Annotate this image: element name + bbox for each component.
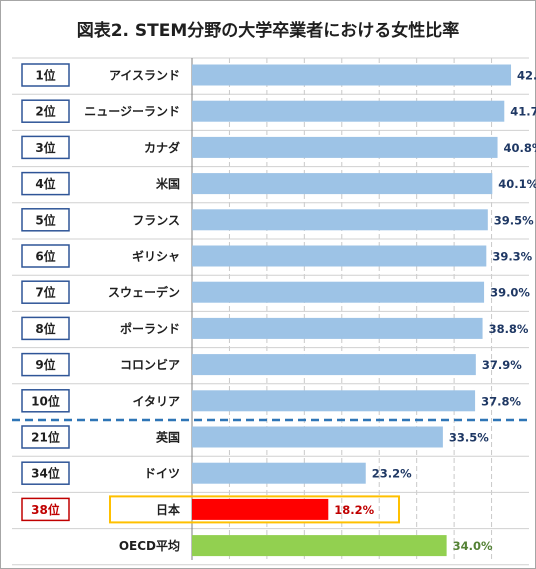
chart-title: 図表2. STEM分野の大学卒業者における女性比率 xyxy=(76,21,460,41)
rank-label: 5位 xyxy=(35,212,55,227)
rank-label: 9位 xyxy=(35,357,55,372)
value-label: 42.6% xyxy=(517,69,536,83)
rank-label: 38位 xyxy=(31,502,60,517)
rank-box xyxy=(21,63,70,87)
bar xyxy=(192,498,329,520)
bar xyxy=(192,390,476,412)
rank-label: 10位 xyxy=(31,393,60,408)
rank-label: 34位 xyxy=(31,466,60,481)
value-label: 37.8% xyxy=(481,394,521,408)
rank-label: 3位 xyxy=(35,140,55,155)
value-label: 34.0% xyxy=(453,539,493,553)
rank-label: 4位 xyxy=(35,176,55,191)
bar xyxy=(192,535,447,557)
highlight-outline xyxy=(109,495,400,524)
rank-label: 1位 xyxy=(35,68,55,83)
category-label: ドイツ xyxy=(144,467,180,481)
rank-box xyxy=(21,171,70,196)
value-label: 41.7% xyxy=(510,105,536,119)
category-label: OECD平均 xyxy=(119,538,180,553)
value-label: 40.1% xyxy=(498,177,536,191)
bar xyxy=(192,426,443,448)
rank-box xyxy=(21,99,70,123)
value-label: 39.5% xyxy=(494,213,534,227)
bar xyxy=(192,173,493,195)
bar xyxy=(192,245,487,267)
value-label: 37.9% xyxy=(482,358,522,372)
value-label: 39.3% xyxy=(492,250,532,264)
rank-box xyxy=(21,135,70,160)
bar xyxy=(192,136,498,158)
rank-label: 2位 xyxy=(35,104,55,119)
category-label: 日本 xyxy=(156,502,180,517)
category-label: ギリシャ xyxy=(132,249,180,264)
bar xyxy=(192,64,512,86)
category-label: フランス xyxy=(132,213,180,227)
bar xyxy=(192,281,485,303)
bar xyxy=(192,317,483,339)
value-label: 38.8% xyxy=(489,322,529,336)
rank-box xyxy=(21,425,70,449)
category-label: コロンビア xyxy=(120,357,180,372)
value-label: 23.2% xyxy=(372,467,412,481)
category-label: イタリア xyxy=(132,394,180,408)
rank-box xyxy=(21,352,70,377)
category-label: スウェーデン xyxy=(108,285,180,300)
bar xyxy=(192,462,366,484)
rank-box xyxy=(21,461,70,485)
bar xyxy=(192,100,505,122)
rank-box xyxy=(21,280,70,304)
rank-label: 21位 xyxy=(31,430,60,445)
rank-box xyxy=(21,208,70,232)
rank-label: 6位 xyxy=(35,249,55,264)
rank-label: 7位 xyxy=(35,285,55,300)
category-label: ポーランド xyxy=(120,321,180,336)
value-label: 39.0% xyxy=(490,286,530,300)
value-label: 40.8% xyxy=(504,141,536,155)
value-label: 18.2% xyxy=(334,503,374,517)
value-label: 33.5% xyxy=(449,431,489,445)
category-label: 米国 xyxy=(156,176,180,191)
category-label: ニュージーランド xyxy=(84,105,180,119)
category-label: カナダ xyxy=(144,140,180,155)
bar xyxy=(192,354,476,376)
category-label: 英国 xyxy=(156,430,180,445)
rank-box xyxy=(21,316,70,341)
category-label: アイスランド xyxy=(109,69,180,83)
rank-box xyxy=(21,244,70,268)
bar xyxy=(192,209,488,231)
rank-box xyxy=(21,389,70,413)
rank-box xyxy=(21,497,70,522)
rank-label: 8位 xyxy=(35,321,55,336)
